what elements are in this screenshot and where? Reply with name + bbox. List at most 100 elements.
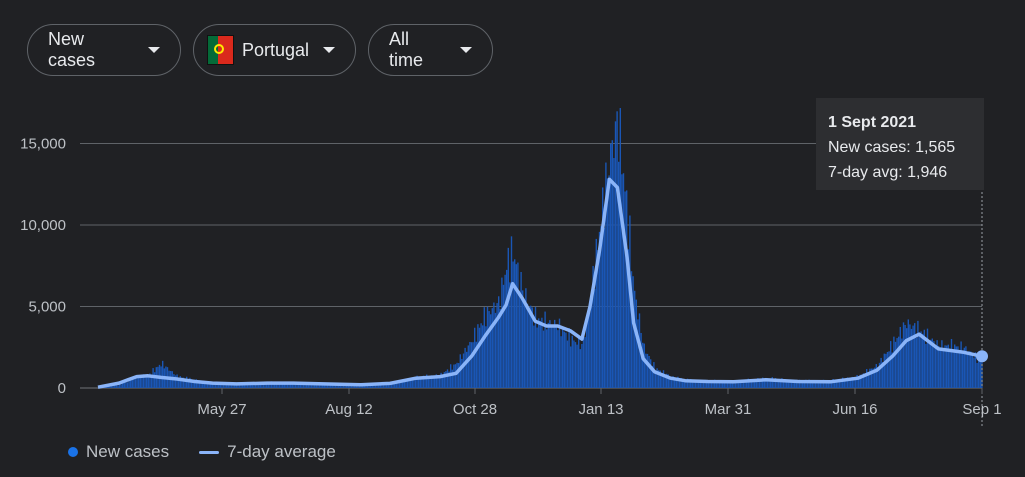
case-bar [290,382,292,388]
case-bar [216,383,218,388]
case-bar [854,378,857,388]
case-bar [429,376,431,388]
case-bar [648,355,650,388]
case-bar [763,379,765,388]
range-dropdown[interactable]: All time [368,24,493,76]
case-bar [688,381,690,388]
case-bar [334,383,337,388]
case-bar [202,381,204,388]
case-bar [795,379,797,388]
case-bar [936,340,938,388]
case-bar [115,385,117,388]
case-bar [443,372,445,388]
x-tick-label: Mar 31 [705,401,752,418]
case-bar [794,380,796,388]
case-bar [674,377,676,388]
case-bar [477,324,479,388]
case-bar [918,335,921,388]
case-bar [264,382,266,388]
case-bar [107,386,109,388]
case-bar [520,272,522,388]
case-bar [336,383,338,388]
case-bar [741,380,743,388]
case-bar [200,380,202,388]
case-bar [566,340,569,388]
case-bar [978,356,980,388]
case-bar [618,161,620,388]
chevron-down-icon [148,47,160,53]
case-bar [894,341,897,388]
case-bar [598,231,601,388]
x-tick-label: Jun 16 [832,401,877,418]
case-bar [952,352,954,388]
case-bar [901,338,903,388]
case-bar [419,376,421,388]
case-bar [213,382,215,388]
cases-chart[interactable]: 0 5,000 10,000 15,000 May 27 Aug 12 Oct 28 Jan … [0,90,1025,435]
case-bar [654,371,657,388]
y-tick-label: 15,000 [20,135,66,152]
case-bar [453,364,455,388]
case-bar [555,327,557,388]
case-bar [909,324,911,388]
case-bar [440,372,442,388]
case-bar [792,380,794,388]
case-bar [846,377,849,388]
case-bar [328,383,330,388]
case-bar [954,344,956,388]
case-bar [277,382,279,388]
chart-legend: New cases 7-day average [68,442,336,462]
case-bar [822,379,825,388]
case-bar [670,376,673,388]
case-bar [850,377,852,388]
case-bar [501,277,503,388]
case-bar [269,382,271,388]
case-bar [664,375,666,388]
case-bar [770,379,772,388]
case-bar [749,380,751,388]
case-bar [720,380,722,388]
case-bar [611,140,613,388]
case-bar [586,318,588,388]
case-bar [928,341,930,388]
case-bar [130,380,132,388]
case-bar [490,314,492,388]
x-tick-label: Jan 13 [578,401,623,418]
case-bar [827,380,829,388]
metric-dropdown[interactable]: New cases [27,24,181,76]
case-bar [293,382,295,388]
case-bar [635,299,637,388]
case-bar [410,379,412,388]
country-dropdown[interactable]: Portugal [193,24,356,76]
case-bar [386,383,388,388]
case-bar [845,378,847,388]
case-bar [610,143,612,388]
case-bar [981,361,983,388]
case-bar [592,265,594,388]
case-bar [690,379,692,388]
case-bar [802,380,804,388]
case-bar [510,236,513,388]
case-bar [858,378,860,388]
case-bar [144,376,146,388]
case-bar [296,383,298,388]
case-bar [746,381,748,388]
case-bar [136,377,138,388]
case-bar [398,380,401,388]
case-bar [568,328,570,388]
case-bar [480,323,482,388]
case-bar [117,385,119,388]
case-bar [389,382,391,388]
case-bar [637,319,639,388]
case-bar [694,380,697,388]
case-bar [870,368,873,388]
case-bar [704,379,706,388]
case-bar [786,379,788,388]
case-bar [515,264,517,388]
case-bar [898,336,900,388]
case-bar [227,382,229,388]
case-bar [677,376,679,388]
case-bar [563,331,565,388]
case-bar [950,338,953,388]
case-bar [211,383,213,388]
